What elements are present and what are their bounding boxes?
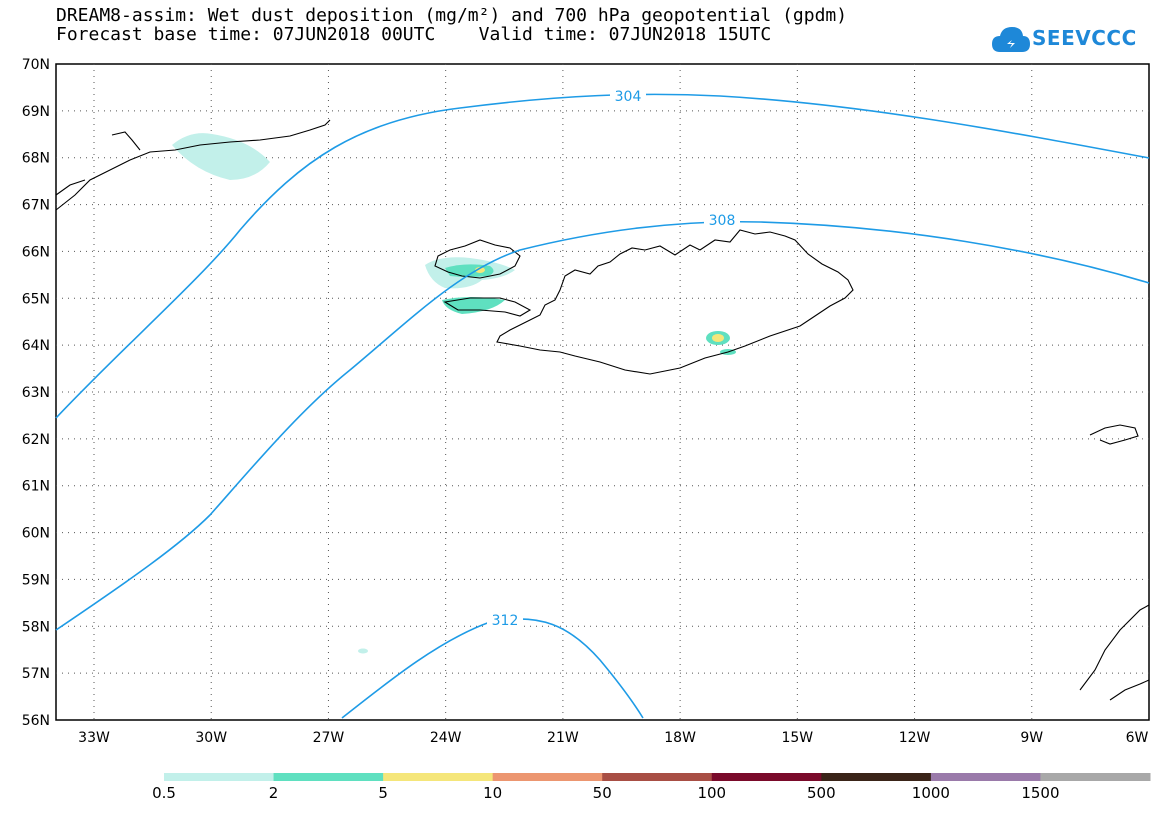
- contour-label-312: 312: [492, 613, 519, 629]
- lon-label: 21W: [547, 730, 579, 746]
- lon-label: 6W: [1126, 730, 1149, 746]
- lon-label: 24W: [430, 730, 462, 746]
- coast-faroe: [1089, 424, 1139, 445]
- lon-label: 30W: [195, 730, 227, 746]
- lat-label: 69N: [22, 104, 50, 120]
- legend-label: 5: [378, 784, 388, 802]
- coast-greenland: [55, 119, 331, 211]
- legend-swatch: [164, 773, 275, 781]
- lat-label: 68N: [22, 151, 50, 167]
- contour-label-304: 304: [615, 89, 642, 105]
- legend-label: 10: [483, 784, 503, 802]
- lat-label: 60N: [22, 526, 50, 542]
- legend-swatch: [930, 773, 1041, 781]
- coast-snaefells: [443, 297, 532, 317]
- dust-patch-ocean: [358, 648, 368, 654]
- legend-label: 1500: [1021, 784, 1060, 802]
- contour-312: [341, 618, 644, 719]
- coastlines: [55, 119, 1150, 701]
- legend-swatch: [492, 773, 603, 781]
- coast-westfjords: [434, 239, 521, 279]
- legend-swatch: [383, 773, 494, 781]
- map-title: DREAM8-assim: Wet dust deposition (mg/m²…: [56, 5, 848, 26]
- legend-label: 50: [592, 784, 612, 802]
- latitude-labels: 70N 69N 68N 67N 66N 65N 64N 63N 62N 61N 60N 59N 58N 5…: [22, 57, 50, 729]
- dust-patch-south-inner: [712, 334, 724, 342]
- legend-swatch: [711, 773, 822, 781]
- legend-swatch: [1040, 773, 1151, 781]
- lat-label: 64N: [22, 338, 50, 354]
- lon-label: 15W: [781, 730, 813, 746]
- legend-swatch: [273, 773, 384, 781]
- lat-label: 57N: [22, 666, 50, 682]
- contour-labels: 304 308 312: [487, 88, 740, 629]
- cloud-icon: [992, 27, 1030, 52]
- legend-label: 1000: [911, 784, 950, 802]
- lat-label: 56N: [22, 713, 50, 729]
- logo-text: SEEVCCC: [1032, 26, 1137, 50]
- lat-label: 59N: [22, 572, 50, 588]
- lon-label: 18W: [664, 730, 696, 746]
- seevccc-logo: SEEVCCC: [990, 22, 1140, 62]
- coast-iceland: [496, 229, 854, 375]
- longitude-labels: 33W 30W 27W 24W 21W 18W 15W 12W 9W 6W: [78, 730, 1148, 746]
- lat-label: 63N: [22, 385, 50, 401]
- map-subtitle: Forecast base time: 07JUN2018 00UTC Vali…: [56, 24, 772, 45]
- lat-label: 58N: [22, 619, 50, 635]
- contour-308: [55, 220, 1150, 631]
- graticule: [56, 64, 1149, 720]
- dust-patch-greenland: [172, 133, 270, 180]
- legend-label: 100: [697, 784, 727, 802]
- dust-patch-westfjords-max: [475, 267, 485, 273]
- coast-scotland: [1079, 604, 1150, 701]
- lat-label: 62N: [22, 432, 50, 448]
- lon-label: 33W: [78, 730, 110, 746]
- lat-label: 67N: [22, 198, 50, 214]
- legend-label: 0.5: [152, 784, 176, 802]
- legend-label: 2: [268, 784, 279, 802]
- lon-label: 9W: [1020, 730, 1043, 746]
- legend-swatch: [821, 773, 932, 781]
- color-legend-bar: [164, 773, 1151, 781]
- lat-label: 66N: [22, 244, 50, 260]
- legend-swatch: [602, 773, 713, 781]
- contour-label-308: 308: [709, 213, 736, 229]
- lat-label: 65N: [22, 291, 50, 307]
- lon-label: 12W: [899, 730, 931, 746]
- legend-label: 500: [807, 784, 836, 802]
- geopotential-contours: [55, 93, 1150, 719]
- lat-label: 70N: [22, 57, 50, 73]
- contour-304: [55, 93, 1150, 419]
- lat-label: 61N: [22, 479, 50, 495]
- lon-label: 27W: [313, 730, 345, 746]
